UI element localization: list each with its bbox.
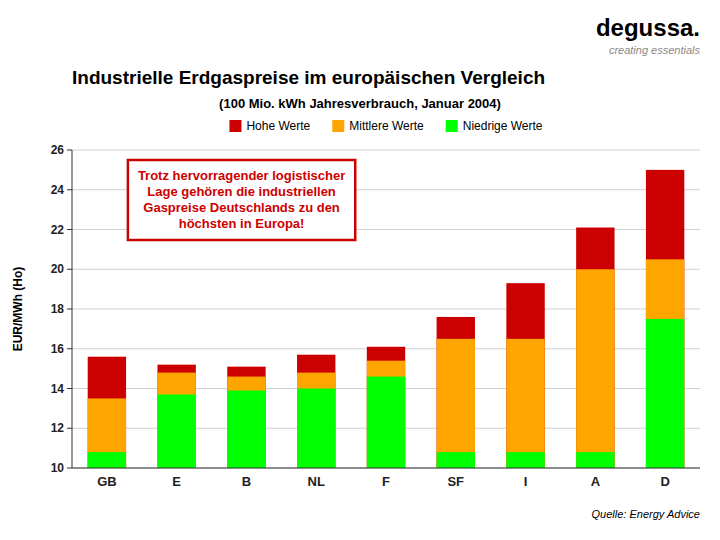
- grid-line: [72, 150, 700, 151]
- y-tick-label: 10: [51, 461, 65, 475]
- bar: [506, 283, 544, 468]
- legend-item: Mittlere Werte: [332, 119, 424, 133]
- bar: [297, 389, 335, 469]
- bar: [157, 394, 195, 468]
- bar: [576, 269, 614, 468]
- bar: [227, 377, 265, 468]
- y-tick: [67, 269, 72, 270]
- bar: [88, 452, 126, 468]
- legend-label: Mittlere Werte: [349, 119, 424, 133]
- y-tick: [67, 309, 72, 310]
- x-axis: [72, 468, 700, 469]
- y-tick-label: 22: [51, 223, 65, 237]
- annotation-line: Lage gehören die industriellen: [147, 184, 336, 199]
- bar: [367, 377, 405, 468]
- x-tick-label: NL: [308, 474, 325, 489]
- x-tick-label: F: [382, 474, 390, 489]
- y-tick-label: 24: [51, 183, 65, 197]
- annotation-line: höchsten in Europa!: [179, 216, 305, 231]
- annotation: Trotz hervorragender logistischerLage ge…: [128, 160, 355, 240]
- legend-label: Niedrige Werte: [463, 119, 543, 133]
- bar: [646, 319, 684, 468]
- y-tick: [67, 229, 72, 230]
- y-tick: [67, 189, 72, 190]
- x-tick-label: I: [524, 474, 528, 489]
- y-axis: [72, 150, 73, 468]
- bar: [646, 259, 684, 468]
- legend-item: Hohe Werte: [229, 119, 310, 133]
- y-tick-label: 12: [51, 421, 65, 435]
- y-tick: [67, 468, 72, 469]
- bar: [576, 228, 614, 468]
- y-tick: [67, 150, 72, 151]
- annotation-line: Gaspreise Deutschlands zu den: [143, 200, 340, 215]
- annotation-box: [128, 160, 355, 240]
- legend: Hohe Werte Mittlere Werte Niedrige Werte: [229, 119, 542, 133]
- bar: [88, 398, 126, 468]
- bar: [227, 390, 265, 468]
- logo: degussa.: [596, 14, 700, 41]
- y-tick: [67, 348, 72, 349]
- subtitle: (100 Mio. kWh Jahresverbrauch, Januar 20…: [219, 96, 501, 111]
- x-tick-label: E: [172, 474, 181, 489]
- bar: [506, 452, 544, 468]
- bars: [88, 170, 685, 468]
- y-axis-label: EUR/MWh (Ho): [11, 267, 25, 352]
- annotation-line: Trotz hervorragender logistischer: [138, 168, 345, 183]
- chart: degussa. creating essentials Industrielle …: [0, 0, 720, 540]
- bar: [88, 357, 126, 468]
- bar: [297, 373, 335, 468]
- legend-item: Niedrige Werte: [446, 119, 543, 133]
- y-tick-label: 14: [51, 382, 65, 396]
- x-tick-label: SF: [447, 474, 464, 489]
- bar: [437, 317, 475, 468]
- y-tick-label: 18: [51, 302, 65, 316]
- y-tick-label: 20: [51, 262, 65, 276]
- y-tick-label: 16: [51, 342, 65, 356]
- x-tick-label: B: [242, 474, 251, 489]
- y-tick-label: 26: [51, 143, 65, 157]
- legend-label: Hohe Werte: [246, 119, 310, 133]
- bar: [297, 355, 335, 468]
- legend-swatch: [446, 120, 458, 132]
- bar: [367, 347, 405, 468]
- x-tick-label: A: [591, 474, 601, 489]
- annotation-text: Trotz hervorragender logistischerLage ge…: [138, 168, 345, 231]
- bar: [506, 339, 544, 468]
- x-tick-label: D: [660, 474, 669, 489]
- bar: [437, 452, 475, 468]
- legend-swatch: [229, 120, 241, 132]
- y-tick: [67, 388, 72, 389]
- source: Quelle: Energy Advice: [592, 508, 700, 520]
- bar: [437, 339, 475, 468]
- legend-swatch: [332, 120, 344, 132]
- grid-line: [72, 468, 700, 469]
- logo-tagline: creating essentials: [609, 44, 701, 56]
- bar: [576, 452, 614, 468]
- bar: [227, 367, 265, 468]
- bar: [157, 373, 195, 468]
- y-tick: [67, 428, 72, 429]
- bar: [367, 361, 405, 468]
- title: Industrielle Erdgaspreise im europäische…: [72, 67, 545, 88]
- x-tick-label: GB: [97, 474, 117, 489]
- bar: [157, 365, 195, 468]
- bar: [646, 170, 684, 468]
